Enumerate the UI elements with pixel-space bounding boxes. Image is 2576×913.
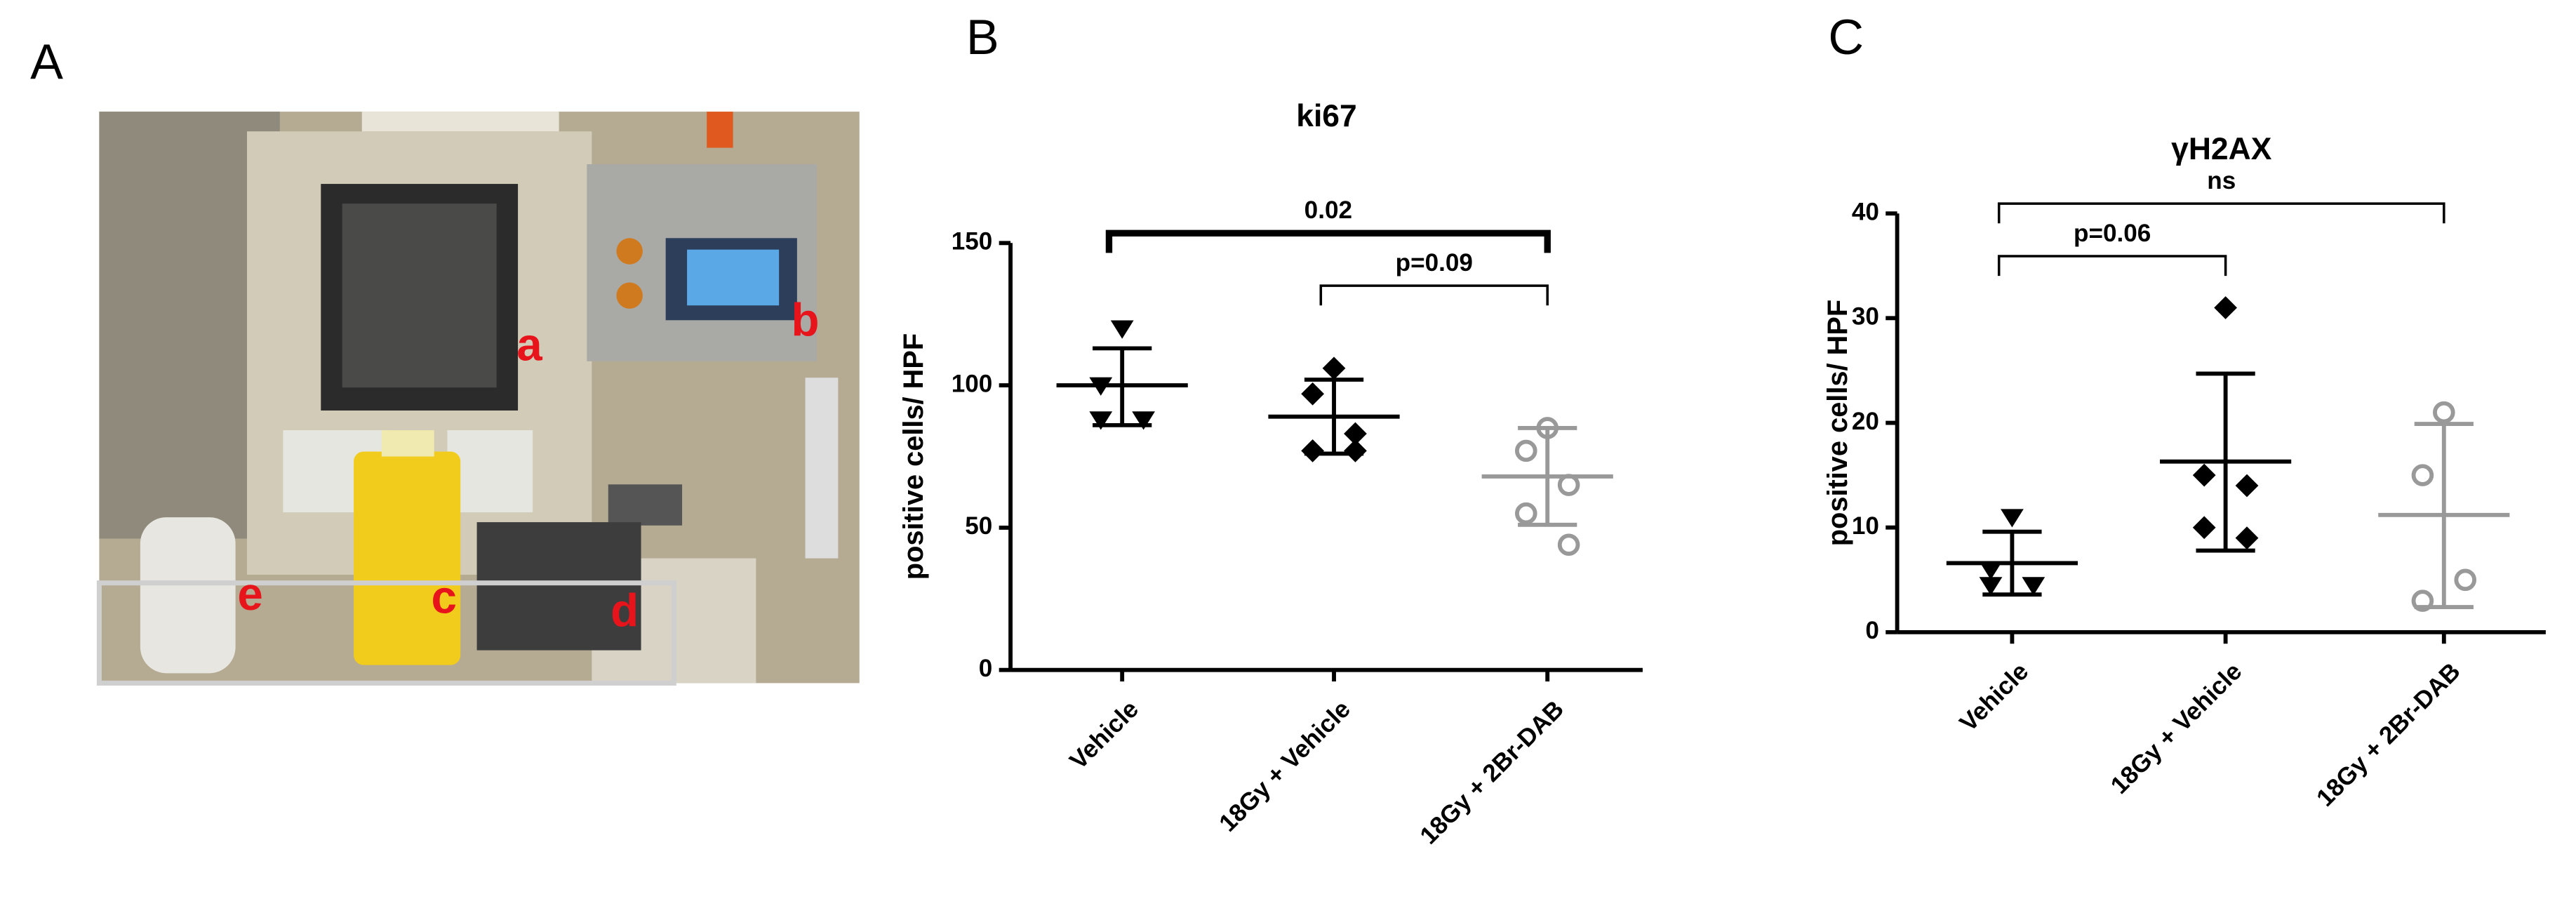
point xyxy=(1110,320,1134,339)
annotation: p=0.06 xyxy=(2074,220,2151,247)
x-tick-label: 18Gy + Vehicle xyxy=(1214,695,1356,837)
point xyxy=(1089,377,1113,396)
point xyxy=(2022,577,2046,596)
annotation: ns xyxy=(2207,167,2236,194)
photo-label: e xyxy=(237,568,262,620)
photo-label: a xyxy=(516,319,542,370)
point xyxy=(2411,589,2434,612)
x-tick-label: 18Gy + 2Br-DAB xyxy=(1415,695,1569,850)
annotation: p=0.09 xyxy=(1396,249,1473,276)
point xyxy=(1514,439,1537,462)
significance-bracket xyxy=(1997,202,2445,224)
significance-bracket xyxy=(1997,255,2227,276)
y-tick-label: 40 xyxy=(1852,198,1879,225)
x-tick-label: Vehicle xyxy=(1954,658,2034,737)
point xyxy=(1344,439,1367,462)
photo xyxy=(96,112,860,686)
y-tick-label: 100 xyxy=(952,370,993,397)
point xyxy=(2192,516,2216,540)
photo-label: c xyxy=(432,572,457,623)
point xyxy=(1089,411,1113,430)
point xyxy=(1514,502,1537,525)
y-tick-label: 20 xyxy=(1852,408,1879,435)
significance-bracket xyxy=(1105,229,1551,253)
point xyxy=(1979,577,2003,596)
significance-bracket xyxy=(1319,284,1549,306)
point xyxy=(1536,417,1559,439)
y-tick-label: 50 xyxy=(965,512,992,540)
annotation: 0.02 xyxy=(1304,196,1352,224)
point xyxy=(1301,439,1324,462)
point xyxy=(2192,463,2216,487)
y-tick-label: 30 xyxy=(1852,303,1879,331)
point xyxy=(1344,422,1367,446)
x-tick-label: 18Gy + 2Br-DAB xyxy=(2311,658,2466,812)
y-tick-label: 0 xyxy=(1865,617,1879,644)
panel-label: C xyxy=(1828,9,1864,65)
point xyxy=(2235,474,2259,498)
y-tick-label: 0 xyxy=(979,655,993,682)
panel-label: B xyxy=(966,9,999,65)
photo-label: b xyxy=(792,294,820,345)
point xyxy=(2235,526,2259,549)
point xyxy=(2433,401,2455,424)
point xyxy=(1301,382,1324,406)
point xyxy=(1322,356,1346,380)
point xyxy=(1132,411,1155,430)
point xyxy=(1557,533,1580,557)
y-tick-label: 150 xyxy=(952,228,993,255)
x-tick-label: Vehicle xyxy=(1065,695,1144,775)
chart-title: γH2AX xyxy=(2171,132,2272,166)
y-tick-label: 10 xyxy=(1852,512,1879,540)
point xyxy=(2454,568,2477,592)
photo-label: d xyxy=(610,585,639,636)
x-tick-label: 18Gy + Vehicle xyxy=(2106,658,2248,799)
y-axis-label: positive cells/ HPF xyxy=(898,333,929,580)
point xyxy=(1979,561,2003,580)
point xyxy=(1557,474,1580,496)
point xyxy=(2214,296,2237,319)
point xyxy=(2411,464,2434,486)
chart-title: ki67 xyxy=(1296,99,1357,133)
point xyxy=(2001,509,2024,528)
y-axis-label: positive cells/ HPF xyxy=(1822,300,1853,546)
panel-label: A xyxy=(30,34,63,89)
